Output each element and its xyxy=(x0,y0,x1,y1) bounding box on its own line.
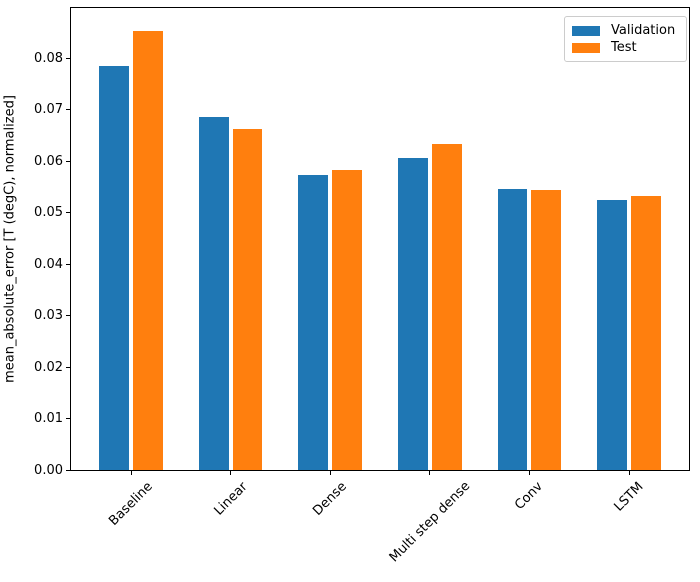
bar-validation-lstm xyxy=(597,200,628,470)
legend: Validation Test xyxy=(564,16,687,62)
y-tick-label-0.03: 0.03 xyxy=(34,308,63,323)
bar-validation-linear xyxy=(198,116,229,470)
x-tick-label-baseline: Baseline xyxy=(106,479,156,529)
bar-validation-conv xyxy=(497,189,528,470)
bar-validation-dense xyxy=(298,175,329,470)
bar-validation-multi-step-dense xyxy=(397,157,428,470)
bar-test-linear xyxy=(232,128,263,470)
y-axis-label: mean_absolute_error [T (degC), normalize… xyxy=(2,95,18,383)
legend-entry-validation: Validation xyxy=(572,23,678,38)
y-tick-label-0.00: 0.00 xyxy=(34,462,63,478)
x-tick-label-linear: Linear xyxy=(211,479,251,519)
y-tick-label-0.05: 0.05 xyxy=(34,205,63,220)
bar-test-dense xyxy=(332,170,363,470)
y-tick-mark-0.05 xyxy=(66,212,70,213)
legend-swatch-validation xyxy=(572,25,600,36)
y-tick-mark-0.00 xyxy=(66,469,70,471)
y-tick-label-0.06: 0.06 xyxy=(34,153,63,169)
bar-validation-baseline xyxy=(99,65,129,470)
x-tick-mark-linear xyxy=(230,471,232,475)
legend-entry-test: Test xyxy=(572,40,678,55)
y-tick-label-0.07: 0.07 xyxy=(34,102,63,117)
legend-label-test: Test xyxy=(611,40,637,55)
legend-label-validation: Validation xyxy=(611,23,676,38)
legend-swatch-test xyxy=(572,42,600,53)
x-tick-label-conv: Conv xyxy=(512,479,547,514)
y-tick-mark-0.04 xyxy=(66,263,70,265)
y-tick-mark-0.03 xyxy=(66,315,70,316)
x-tick-mark-lstm xyxy=(628,471,630,475)
y-tick-mark-0.01 xyxy=(66,418,70,419)
y-tick-mark-0.02 xyxy=(66,366,70,368)
x-tick-label-dense: Dense xyxy=(310,479,350,519)
y-tick-label-0.02: 0.02 xyxy=(34,359,63,375)
bar-test-baseline xyxy=(133,31,163,470)
x-tick-label-lstm: LSTM xyxy=(611,479,647,515)
y-tick-mark-0.08 xyxy=(66,57,70,59)
x-tick-mark-baseline xyxy=(130,471,132,475)
y-tick-label-0.08: 0.08 xyxy=(34,50,63,66)
y-tick-mark-0.07 xyxy=(66,109,70,110)
y-tick-mark-0.06 xyxy=(66,160,70,162)
x-tick-mark-dense xyxy=(329,471,331,475)
bar-test-multi-step-dense xyxy=(431,143,462,470)
x-tick-mark-multi-step-dense xyxy=(429,471,431,475)
y-tick-label-0.01: 0.01 xyxy=(34,411,63,426)
plot-area xyxy=(70,7,690,471)
y-tick-label-0.04: 0.04 xyxy=(34,256,63,272)
x-tick-mark-conv xyxy=(528,471,530,475)
x-tick-label-multi-step-dense: Multi step dense xyxy=(386,479,474,566)
bar-test-conv xyxy=(531,190,562,470)
bar-test-lstm xyxy=(631,195,661,470)
